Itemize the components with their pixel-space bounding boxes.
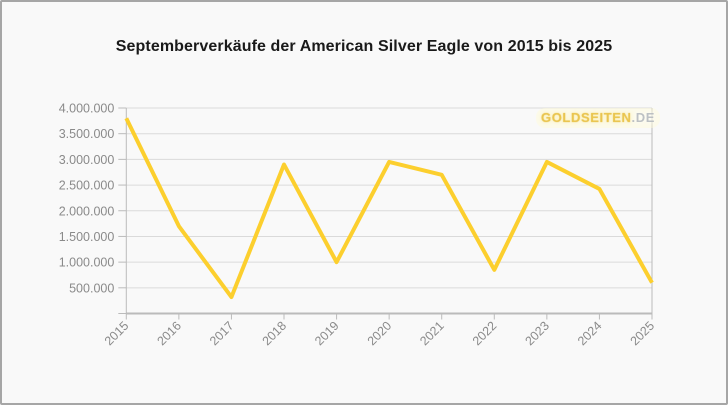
sales-line — [124, 117, 654, 300]
watermark-tld-text: .DE — [631, 110, 655, 125]
x-tick-label: 2024 — [575, 319, 605, 349]
x-tick-label: 2025 — [628, 319, 658, 349]
x-tick-label: 2023 — [522, 319, 552, 349]
x-tick-label: 2021 — [417, 319, 447, 349]
watermark-brand-text: GOLDSEITEN — [541, 110, 632, 125]
x-tick-label: 2015 — [102, 319, 132, 349]
y-tick-label: 2.000.000 — [59, 204, 115, 218]
x-tick-label: 2020 — [365, 319, 395, 349]
x-tick-label: 2018 — [260, 319, 290, 349]
x-tick-label: 2017 — [207, 319, 237, 349]
y-tick-label: 4.000.000 — [59, 102, 115, 116]
y-tick-label: 3.500.000 — [59, 127, 115, 141]
x-tick-label: 2019 — [312, 319, 342, 349]
y-tick-label: 500.000 — [69, 281, 114, 295]
x-tick-label: 2016 — [154, 319, 184, 349]
y-tick-label: 3.000.000 — [59, 153, 115, 167]
x-tick-label: 2022 — [470, 319, 500, 349]
goldseiten-watermark: GOLDSEITEN.DE — [536, 108, 660, 128]
y-tick-label: 1.500.000 — [59, 230, 115, 244]
chart-title: Septemberverkäufe der American Silver Ea… — [115, 38, 613, 55]
y-tick-label: 2.500.000 — [59, 179, 115, 193]
y-tick-label: 1.000.000 — [59, 256, 115, 270]
